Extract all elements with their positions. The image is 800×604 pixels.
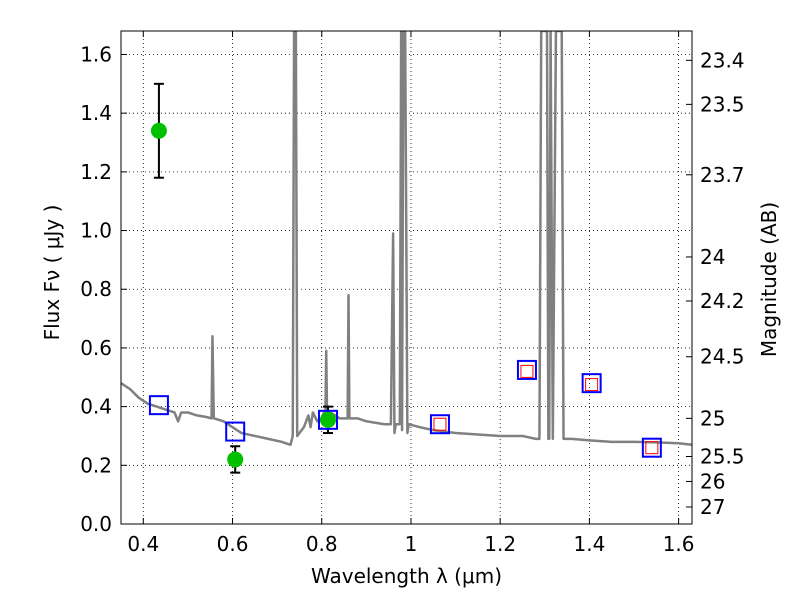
y-tick-label: 1.6 <box>80 42 112 66</box>
model-point-square <box>148 395 169 416</box>
y-tick-label: 0.8 <box>80 277 112 301</box>
y2-tick-label: 24 <box>700 245 725 269</box>
observed-point <box>227 451 244 468</box>
x-tick-label: 0.8 <box>306 532 338 556</box>
axis-ticks: 0.4 0.6 0.8 1 1.2 1.4 1.6 0.0 0.2 0.4 0.6 0.8 1.0 1.2… <box>80 31 745 556</box>
y-tick-label: 0.0 <box>80 512 112 536</box>
x-tick-label: 1.2 <box>484 532 516 556</box>
x-tick-label: 0.6 <box>217 532 249 556</box>
nir-point-square <box>433 417 447 431</box>
model-point-square <box>225 421 246 442</box>
y2-tick-label: 25 <box>700 406 725 430</box>
y2-tick-label: 23.4 <box>700 48 745 72</box>
y-tick-label: 0.6 <box>80 336 112 360</box>
model-point-square <box>641 437 662 458</box>
observed-point <box>150 122 167 139</box>
plot-data <box>121 31 692 474</box>
y2-axis-label: Magnitude (AB) <box>757 202 781 357</box>
x-tick-label: 1.6 <box>663 532 695 556</box>
y-axis-label: Flux Fν ( μJy ) <box>40 205 64 341</box>
x-tick-label: 1.4 <box>573 532 605 556</box>
y-tick-label: 0.2 <box>80 453 112 477</box>
nir-point-square <box>645 441 659 455</box>
plot-frame <box>120 30 693 525</box>
y2-tick-label: 27 <box>700 495 725 519</box>
x-tick-label: 1 <box>405 532 418 556</box>
sed-line <box>121 31 692 447</box>
y2-tick-label: 23.5 <box>700 92 745 116</box>
y2-tick-label: 24.5 <box>700 345 745 369</box>
y-tick-label: 0.4 <box>80 395 112 419</box>
x-tick-label: 0.4 <box>127 532 159 556</box>
model-point-square <box>581 373 602 394</box>
y2-tick-label: 23.7 <box>700 163 745 187</box>
model-point-square <box>429 414 450 435</box>
y-tick-label: 1.0 <box>80 219 112 243</box>
nir-point-square <box>520 364 534 378</box>
nir-point-square <box>585 378 599 392</box>
x-axis-label: Wavelength λ (μm) <box>311 564 502 588</box>
y-tick-label: 1.4 <box>80 101 112 125</box>
observed-point <box>319 411 336 428</box>
model-point-square <box>317 409 338 430</box>
model-point-square <box>516 359 537 380</box>
y2-tick-label: 24.2 <box>700 289 745 313</box>
y2-tick-label: 25.5 <box>700 445 745 469</box>
y2-tick-label: 26 <box>700 469 725 493</box>
y-tick-label: 1.2 <box>80 160 112 184</box>
